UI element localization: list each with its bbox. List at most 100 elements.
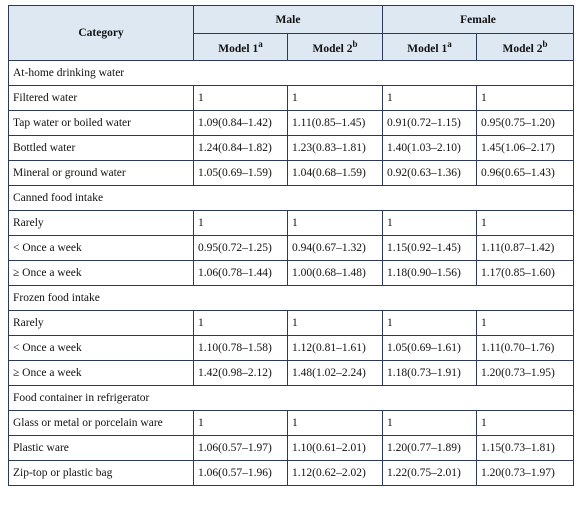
model-label: Model 1: [218, 42, 259, 55]
row-label: Plastic ware: [8, 435, 194, 461]
model-superscript: b: [542, 39, 548, 50]
data-row: < Once a week 0.95(0.72–1.25) 0.94(0.67–1.…: [8, 235, 575, 261]
results-table: Category Male Female Model 1a Model 2b Mod…: [7, 5, 575, 486]
cell-value: 1.17(0.85–1.60): [475, 260, 575, 286]
cell-value: 0.92(0.63–1.36): [382, 160, 477, 186]
cell-value: 1.12(0.62–2.02): [287, 460, 383, 486]
section-row: Canned food intake: [7, 185, 575, 211]
data-row: Zip-top or plastic bag 1.06(0.57–1.96) 1.1…: [8, 460, 575, 486]
data-row: < Once a week 1.10(0.78–1.58) 1.12(0.81–1.…: [8, 335, 575, 361]
cell-value: 1: [475, 410, 575, 436]
cell-value: 1: [193, 310, 288, 336]
cell-value: 1: [287, 310, 383, 336]
row-label: Mineral or ground water: [8, 160, 194, 186]
section-label: Canned food intake: [7, 185, 575, 211]
header-row: Model 1a Model 2b Model 1a Model 2b: [9, 33, 575, 61]
row-label: < Once a week: [8, 335, 194, 361]
data-row: Bottled water 1.24(0.84–1.82) 1.23(0.83–1.…: [8, 135, 575, 161]
row-label: Rarely: [8, 210, 194, 236]
cell-value: 1.11(0.87–1.42): [475, 235, 575, 261]
cell-value: 1: [382, 310, 477, 336]
cell-value: 1.06(0.57–1.96): [193, 460, 288, 486]
data-row: Plastic ware 1.06(0.57–1.97) 1.10(0.61–2.0…: [8, 435, 575, 461]
cell-value: 1.11(0.70–1.76): [475, 335, 575, 361]
section-label: Frozen food intake: [7, 285, 575, 311]
model-header: Model 1a: [193, 33, 288, 61]
cell-value: 1.11(0.85–1.45): [287, 110, 383, 136]
model-header: Model 2b: [475, 33, 575, 61]
cell-value: 1: [193, 85, 288, 111]
model-label: Model 2: [312, 42, 353, 55]
cell-value: 1.10(0.61–2.01): [287, 435, 383, 461]
model-header: Model 1a: [382, 33, 477, 61]
model-label: Model 2: [502, 42, 543, 55]
data-row: Rarely 1 1 1 1: [8, 310, 575, 336]
cell-value: 1.22(0.75–2.01): [382, 460, 477, 486]
cell-value: 1.18(0.90–1.56): [382, 260, 477, 286]
group-header: Female: [381, 5, 575, 34]
row-label: Zip-top or plastic bag: [8, 460, 194, 486]
cell-value: 1.23(0.83–1.81): [287, 135, 383, 161]
cell-value: 1.00(0.68–1.48): [287, 260, 383, 286]
model-header: Model 2b: [287, 33, 383, 61]
cell-value: 1: [287, 210, 383, 236]
cell-value: 1.40(1.03–2.10): [382, 135, 477, 161]
cell-value: 1.05(0.69–1.61): [382, 335, 477, 361]
cell-value: 1: [382, 210, 477, 236]
model-label: Model 1: [407, 42, 448, 55]
cell-value: 1.06(0.57–1.97): [193, 435, 288, 461]
section-row: At-home drinking water: [7, 60, 575, 86]
cell-value: 1: [475, 210, 575, 236]
data-row: ≥ Once a week 1.42(0.98–2.12) 1.48(1.02–2.…: [8, 360, 575, 386]
row-label: Tap water or boiled water: [8, 110, 194, 136]
data-row: Glass or metal or porcelain ware 1 1 1 1: [8, 410, 575, 436]
data-row: ≥ Once a week 1.06(0.78–1.44) 1.00(0.68–1.…: [8, 260, 575, 286]
cell-value: 1: [287, 410, 383, 436]
cell-value: 1.15(0.73–1.81): [475, 435, 575, 461]
data-row: Filtered water 1 1 1 1: [8, 85, 575, 111]
model-superscript: a: [447, 39, 452, 50]
cell-value: 1.24(0.84–1.82): [193, 135, 288, 161]
cell-value: 0.96(0.65–1.43): [475, 160, 575, 186]
cell-value: 0.94(0.67–1.32): [287, 235, 383, 261]
cell-value: 1: [193, 410, 288, 436]
row-label: Rarely: [8, 310, 194, 336]
cell-value: 1.20(0.73–1.97): [475, 460, 575, 486]
cell-value: 1.48(1.02–2.24): [287, 360, 383, 386]
section-label: At-home drinking water: [7, 60, 575, 86]
cell-value: 1.20(0.77–1.89): [382, 435, 477, 461]
model-superscript: a: [258, 39, 263, 50]
section-label: Food container in refrigerator: [7, 385, 575, 411]
table-body: At-home drinking water Filtered water 1 1 1 1…: [7, 60, 575, 486]
cell-value: 1: [193, 210, 288, 236]
cell-value: 0.95(0.75–1.20): [475, 110, 575, 136]
data-row: Tap water or boiled water 1.09(0.84–1.42)…: [8, 110, 575, 136]
cell-value: 1.42(0.98–2.12): [193, 360, 288, 386]
cell-value: 1: [475, 85, 575, 111]
cell-value: 1.04(0.68–1.59): [287, 160, 383, 186]
section-row: Food container in refrigerator: [7, 385, 575, 411]
cell-value: 0.91(0.72–1.15): [382, 110, 477, 136]
row-label: Bottled water: [8, 135, 194, 161]
data-row: Rarely 1 1 1 1: [8, 210, 575, 236]
data-row: Mineral or ground water 1.05(0.69–1.59) 1.…: [8, 160, 575, 186]
cell-value: 1.10(0.78–1.58): [193, 335, 288, 361]
header-row: Category Male Female: [8, 5, 575, 61]
cell-value: 1.09(0.84–1.42): [193, 110, 288, 136]
group-header: Male: [193, 5, 383, 34]
cell-value: 1.12(0.81–1.61): [287, 335, 383, 361]
cell-value: 1: [287, 85, 383, 111]
row-label: Filtered water: [8, 85, 194, 111]
model-superscript: b: [352, 39, 358, 50]
cell-value: 1.18(0.73–1.91): [382, 360, 477, 386]
cell-value: 1.45(1.06–2.17): [475, 135, 575, 161]
section-row: Frozen food intake: [7, 285, 575, 311]
cell-value: 0.95(0.72–1.25): [193, 235, 288, 261]
row-label: ≥ Once a week: [8, 360, 194, 386]
cell-value: 1.20(0.73–1.95): [475, 360, 575, 386]
row-label: ≥ Once a week: [8, 260, 194, 286]
row-label: < Once a week: [8, 235, 194, 261]
row-label: Glass or metal or porcelain ware: [8, 410, 194, 436]
cell-value: 1: [475, 310, 575, 336]
